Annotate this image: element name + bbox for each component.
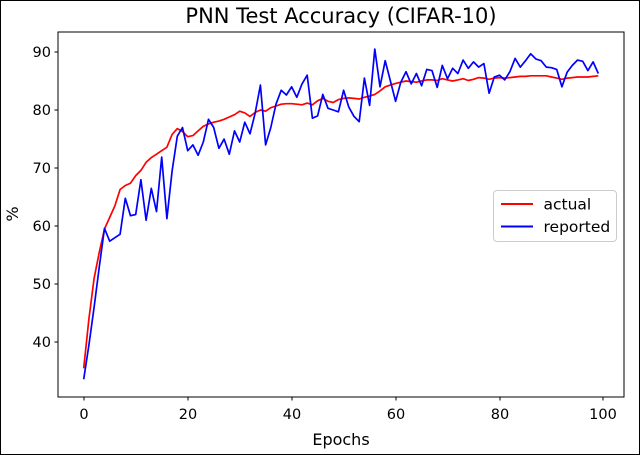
y-tick-label-50: 50 xyxy=(33,277,51,293)
x-tick-label-80: 80 xyxy=(491,407,509,423)
legend: actual reported xyxy=(493,190,617,242)
x-tick-label-0: 0 xyxy=(79,407,88,423)
y-tick-label-40: 40 xyxy=(33,335,51,351)
x-tick-label-100: 100 xyxy=(589,407,617,423)
reported-line xyxy=(82,48,600,380)
x-axis-label: Epochs xyxy=(312,430,369,449)
y-tick-label-70: 70 xyxy=(33,161,51,177)
x-ticks xyxy=(83,397,604,401)
y-tick-label-80: 80 xyxy=(33,103,51,119)
x-tick-label-20: 20 xyxy=(179,407,197,423)
y-tick-label-60: 60 xyxy=(33,219,51,235)
legend-actual-label: actual xyxy=(544,196,592,214)
legend-reported-label: reported xyxy=(544,218,611,236)
x-tick-label-60: 60 xyxy=(387,407,405,423)
x-tick-label-40: 40 xyxy=(283,407,301,423)
chart-title: PNN Test Accuracy (CIFAR-10) xyxy=(185,4,496,28)
y-ticks xyxy=(54,51,58,343)
y-axis-label: % xyxy=(3,206,22,221)
y-tick-label-90: 90 xyxy=(33,45,51,61)
